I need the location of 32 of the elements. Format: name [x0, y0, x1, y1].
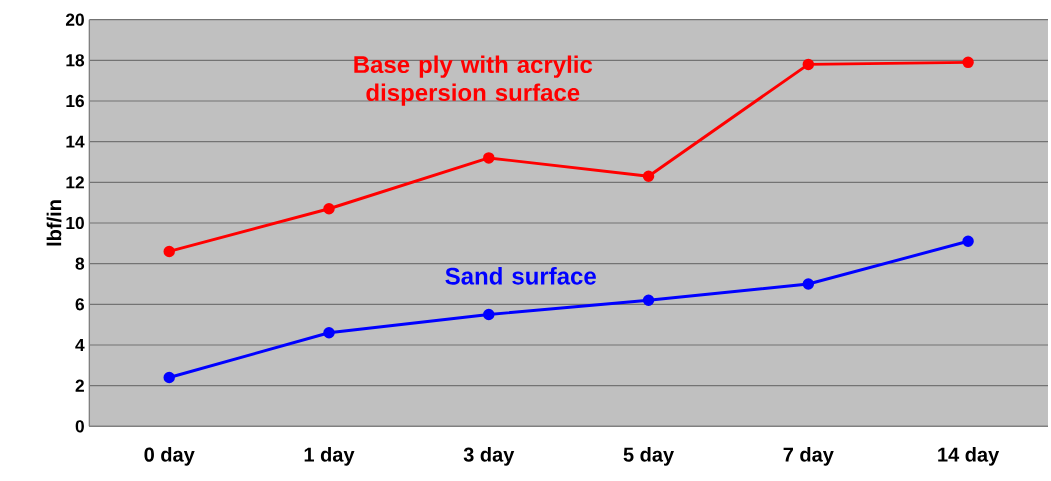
x-tick-label: 7 day [783, 447, 834, 466]
point [323, 327, 335, 339]
x-tick-label: 3 day [463, 447, 515, 466]
y-tick-label: 18 [66, 54, 85, 67]
point [642, 294, 655, 306]
point [802, 58, 815, 71]
y-tick-label: 8 [75, 257, 85, 270]
point [163, 371, 175, 384]
y-tick-label: 16 [66, 94, 84, 108]
point [642, 170, 655, 182]
x-tick-label: 14 day [938, 447, 1000, 466]
y-axis-title: lbf/in [46, 200, 62, 246]
x-tick-label: 5 day [623, 447, 674, 466]
y-tick-label: 14 [66, 135, 85, 148]
point [962, 235, 974, 248]
y-tick-label: 4 [75, 339, 85, 351]
x-tick-label: 0 day [144, 447, 195, 466]
text: Base ply with acrylic dispersion surface [354, 55, 593, 106]
x-tick-label: 1 day [304, 447, 355, 466]
y-tick-label: 0 [75, 420, 84, 433]
y-tick-label: 20 [65, 13, 84, 26]
point [483, 152, 495, 164]
point [962, 56, 974, 69]
y-tick-label: 6 [75, 298, 84, 311]
point [483, 308, 495, 321]
y-tick-label: 12 [66, 176, 84, 189]
series-label: Sand surface [445, 267, 596, 285]
point [163, 245, 175, 258]
y-tick-label: 2 [75, 379, 84, 392]
point [802, 278, 815, 290]
point [323, 203, 335, 215]
y-tick-label: 10 [66, 216, 84, 230]
